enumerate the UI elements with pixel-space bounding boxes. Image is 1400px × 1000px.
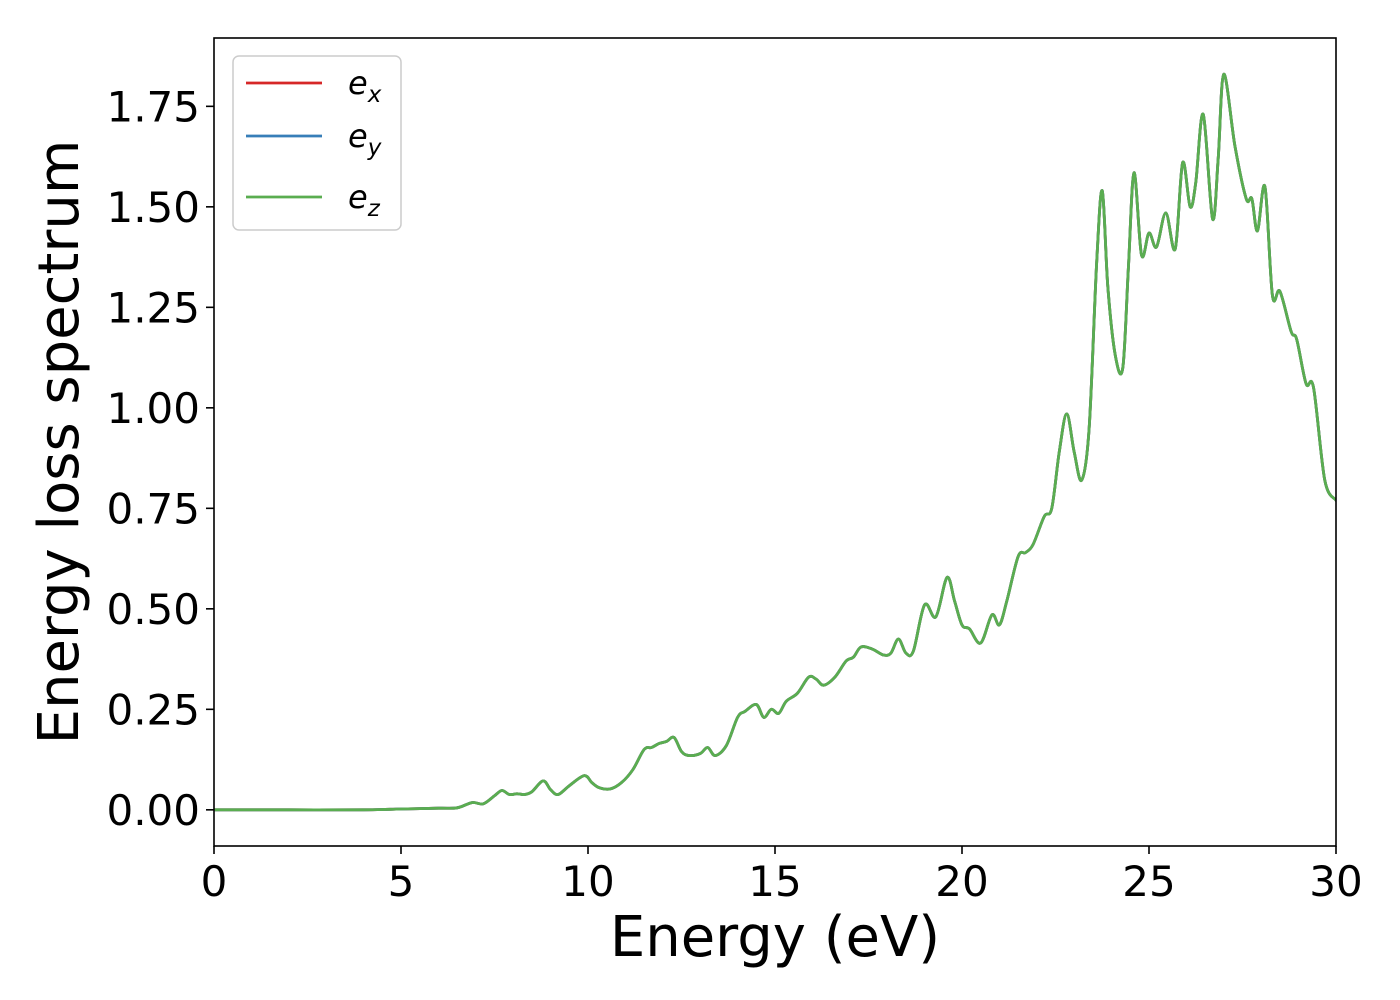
x-tick-label: 10: [561, 857, 614, 906]
y-axis: 0.00 0.25 0.50 0.75 1.00 1.25 1.50 1.75: [106, 82, 214, 835]
x-tick-label: 0: [201, 857, 228, 906]
series-layer: [214, 72, 1336, 812]
x-axis: 0 5 10 15 20 25 30: [201, 846, 1363, 906]
y-tick-label: 1.50: [106, 183, 200, 232]
legend-label-z: ez: [348, 178, 381, 222]
x-tick-label: 15: [748, 857, 801, 906]
x-tick-label: 5: [388, 857, 415, 906]
legend: ex ey ez: [232, 55, 402, 231]
y-tick-label: 1.25: [106, 283, 200, 332]
y-tick-label: 0.25: [106, 685, 200, 734]
y-tick-label: 1.00: [106, 384, 200, 433]
x-axis-label: Energy (eV): [610, 905, 940, 970]
x-tick-label: 20: [935, 857, 988, 906]
y-axis-label: Energy loss spectrum: [27, 140, 92, 745]
x-tick-label: 30: [1309, 857, 1362, 906]
series-line-z: [214, 72, 1336, 812]
legend-label-x: ex: [348, 64, 382, 108]
y-tick-label: 0.00: [106, 786, 200, 835]
legend-box: [232, 55, 402, 231]
y-tick-label: 0.50: [106, 585, 200, 634]
y-tick-label: 1.75: [106, 82, 200, 131]
legend-label-y: ey: [348, 117, 382, 161]
x-tick-label: 25: [1122, 857, 1175, 906]
y-tick-label: 0.75: [106, 484, 200, 533]
